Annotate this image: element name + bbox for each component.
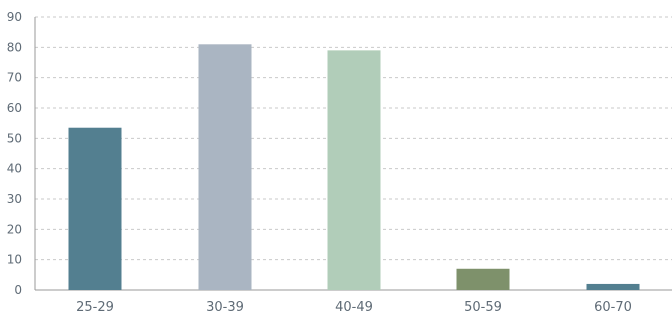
y-tick-label: 80: [7, 40, 22, 54]
y-tick-label: 10: [7, 253, 22, 267]
bar-25-29: [68, 127, 122, 290]
bar-30-39: [198, 44, 252, 290]
x-tick-label: 50-59: [464, 300, 502, 315]
x-tick-label: 40-49: [335, 300, 373, 315]
bar-50-59: [456, 268, 510, 290]
y-tick-label: 0: [14, 283, 22, 297]
y-tick-label: 90: [7, 10, 22, 24]
x-tick-label: 60-70: [594, 300, 632, 315]
bar-60-70: [586, 283, 640, 290]
y-tick-label: 60: [7, 101, 22, 115]
x-tick-label: 25-29: [76, 300, 114, 315]
y-tick-label: 70: [7, 71, 22, 85]
y-tick-label: 40: [7, 162, 22, 176]
y-axis-ticks: 0 10 20 30 40 50 60 70 80 90: [7, 10, 22, 297]
bars: [68, 44, 640, 290]
y-tick-label: 20: [7, 222, 22, 236]
x-tick-label: 30-39: [206, 300, 244, 315]
y-tick-label: 50: [7, 131, 22, 145]
y-tick-label: 30: [7, 192, 22, 206]
bar-40-49: [327, 50, 381, 290]
x-axis-ticks: 25-29 30-39 40-49 50-59 60-70: [76, 300, 632, 315]
